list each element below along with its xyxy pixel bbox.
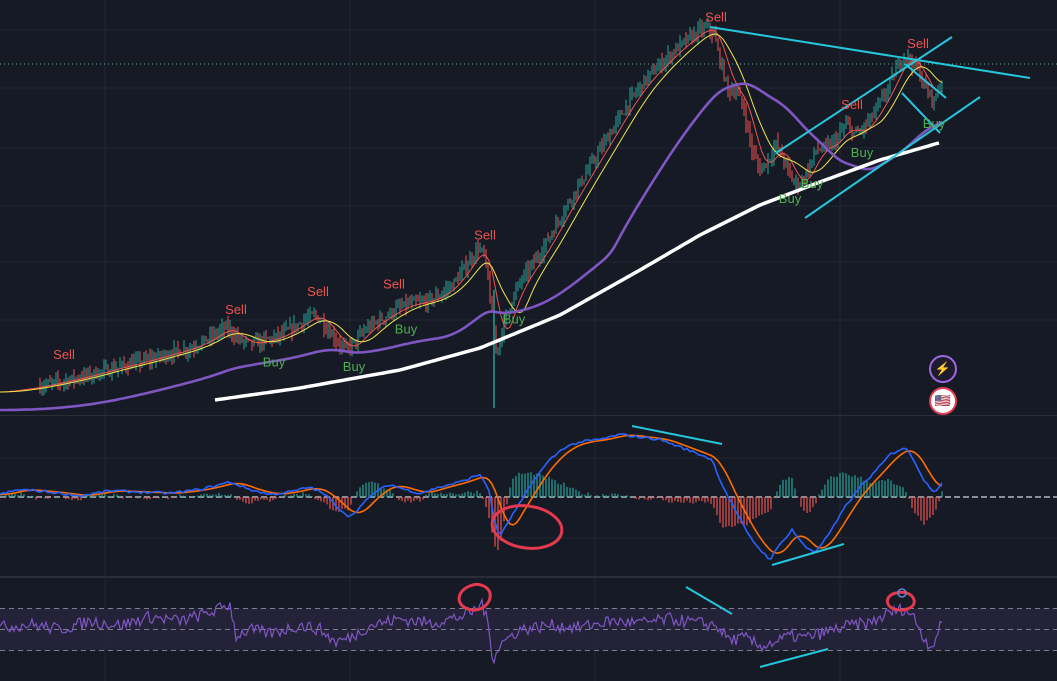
- macd-line: [0, 433, 943, 560]
- sell-signal-label: Sell: [907, 36, 929, 51]
- lightning-icon[interactable]: ⚡: [929, 355, 957, 383]
- sell-signal-label: Sell: [841, 97, 863, 112]
- sell-signal-label: Sell: [383, 277, 405, 292]
- ma-mid-line: [0, 33, 943, 393]
- rsi-band: [0, 608, 1057, 651]
- trendline: [709, 26, 1031, 79]
- trendline: [759, 648, 829, 668]
- us-flag-icon[interactable]: 🇺🇸: [929, 387, 957, 415]
- buy-signal-label: Buy: [503, 312, 526, 327]
- ma-fast-line: [0, 29, 943, 393]
- price-panel[interactable]: SellSellBuySellBuySellBuySellBuySellBuyB…: [0, 0, 1057, 415]
- sell-signal-label: Sell: [225, 302, 247, 317]
- trendline: [775, 36, 953, 154]
- sell-signal-label: Sell: [474, 227, 496, 242]
- buy-signal-label: Buy: [801, 176, 824, 191]
- candles: [39, 17, 943, 408]
- ma-long-line: [214, 141, 940, 402]
- buy-signal-label: Buy: [851, 145, 874, 160]
- ma-slow-line: [0, 82, 943, 412]
- buy-signal-label: Buy: [263, 354, 286, 369]
- trendline: [904, 63, 947, 99]
- rsi-panel[interactable]: [0, 578, 1057, 681]
- buy-signal-label: Buy: [395, 322, 418, 337]
- trendline: [901, 92, 941, 134]
- highlight-circle: [490, 504, 564, 550]
- trendline: [685, 586, 733, 615]
- alert-marker: [897, 588, 907, 598]
- trendline: [631, 425, 723, 445]
- rsi-line: [0, 597, 943, 665]
- sell-signal-label: Sell: [307, 284, 329, 299]
- histogram: [0, 472, 943, 551]
- buy-signal-label: Buy: [923, 116, 946, 131]
- macd-panel[interactable]: [0, 416, 1057, 576]
- buy-signal-label: Buy: [343, 359, 366, 374]
- trendline: [804, 96, 981, 219]
- highlight-circle: [886, 590, 916, 612]
- highlight-circle: [457, 582, 492, 612]
- sell-signal-label: Sell: [53, 347, 75, 362]
- buy-signal-label: Buy: [779, 191, 802, 206]
- trendline: [771, 543, 845, 566]
- panel-divider: [0, 415, 1057, 416]
- sell-signal-label: Sell: [705, 9, 727, 24]
- panel-divider: [0, 576, 1057, 578]
